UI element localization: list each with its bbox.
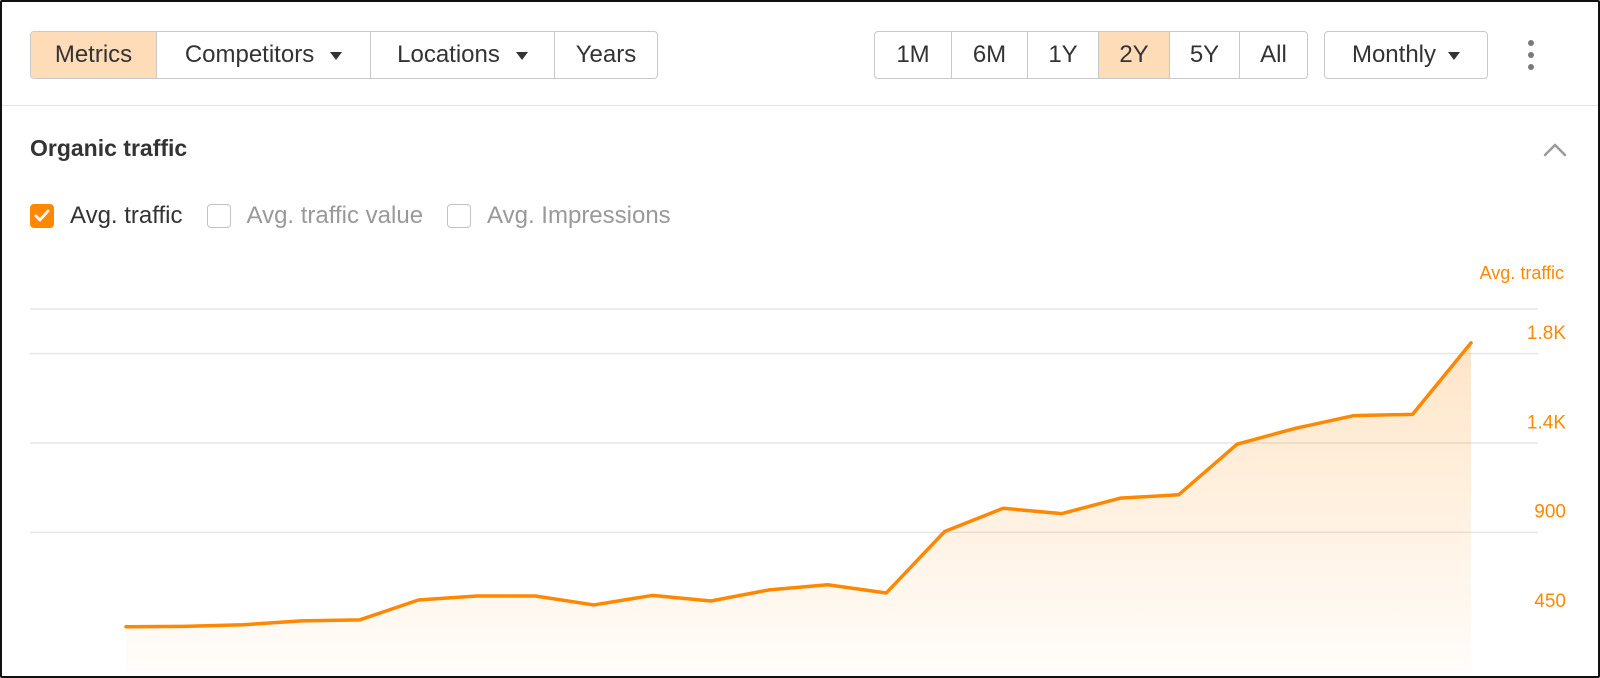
range-label: 1M bbox=[896, 41, 930, 68]
checkbox-box bbox=[447, 204, 472, 228]
toolbar: Metrics Competitors Locations Years 1M 6… bbox=[2, 2, 1598, 106]
interval-label: Monthly bbox=[1351, 41, 1437, 68]
range-2y-button[interactable]: 2Y bbox=[1099, 32, 1170, 78]
range-label: 2Y bbox=[1119, 41, 1149, 68]
data-point[interactable] bbox=[1173, 489, 1185, 501]
data-point[interactable] bbox=[939, 526, 951, 538]
range-6m-button[interactable]: 6M bbox=[952, 32, 1028, 78]
data-point[interactable] bbox=[1290, 422, 1302, 434]
caret-down-icon bbox=[1448, 52, 1461, 60]
data-point[interactable] bbox=[1056, 508, 1068, 520]
data-point[interactable] bbox=[880, 587, 892, 599]
chevron-up-icon[interactable] bbox=[1542, 140, 1568, 160]
data-point[interactable] bbox=[588, 599, 600, 611]
locations-label: Locations bbox=[397, 41, 500, 68]
interval-dropdown[interactable]: Monthly bbox=[1325, 32, 1487, 78]
range-5y-button[interactable]: 5Y bbox=[1170, 32, 1240, 78]
range-label: All bbox=[1260, 41, 1287, 68]
tab-metrics-label: Metrics bbox=[54, 41, 133, 68]
traffic-series-line bbox=[124, 341, 1473, 629]
range-all-button[interactable]: All bbox=[1240, 32, 1307, 78]
data-point[interactable] bbox=[763, 584, 775, 596]
caret-down-icon bbox=[515, 52, 528, 60]
checkbox-box bbox=[206, 204, 231, 228]
competitors-dropdown[interactable]: Competitors bbox=[157, 32, 371, 78]
kebab-menu-icon[interactable] bbox=[1521, 40, 1541, 70]
data-point[interactable] bbox=[1407, 408, 1419, 420]
avg-traffic-value-label: Avg. traffic value bbox=[246, 202, 424, 229]
avg-impressions-label: Avg. Impressions bbox=[487, 202, 671, 229]
data-point[interactable] bbox=[412, 594, 424, 606]
tab-metrics[interactable]: Metrics bbox=[31, 32, 157, 78]
avg-impressions-checkbox[interactable]: Avg. Impressions bbox=[447, 202, 671, 230]
traffic-area-fill bbox=[126, 342, 1471, 671]
section-title: Organic traffic bbox=[30, 135, 188, 161]
data-point[interactable] bbox=[1465, 337, 1477, 349]
view-tabs: Metrics Competitors Locations Years bbox=[30, 31, 658, 79]
range-label: 5Y bbox=[1189, 41, 1220, 68]
interval-select: Monthly bbox=[1324, 31, 1488, 79]
data-point[interactable] bbox=[1114, 492, 1126, 504]
data-point[interactable] bbox=[1231, 438, 1243, 450]
data-point[interactable] bbox=[237, 619, 249, 631]
data-point[interactable] bbox=[1348, 410, 1360, 422]
y-tick-label: 900 bbox=[1534, 502, 1566, 523]
avg-traffic-value-checkbox[interactable]: Avg. traffic value bbox=[206, 202, 424, 230]
avg-traffic-checkbox[interactable]: Avg. traffic bbox=[30, 202, 183, 230]
range-1m-button[interactable]: 1M bbox=[875, 32, 952, 78]
y-tick-label: 1.4K bbox=[1527, 412, 1566, 433]
data-point[interactable] bbox=[120, 621, 132, 633]
range-label: 1Y bbox=[1048, 41, 1078, 68]
data-point[interactable] bbox=[705, 595, 717, 607]
locations-dropdown[interactable]: Locations bbox=[371, 32, 555, 78]
data-point[interactable] bbox=[295, 615, 307, 627]
checkmark-icon bbox=[34, 209, 50, 222]
tab-years[interactable]: Years bbox=[555, 32, 657, 78]
avg-traffic-label: Avg. traffic bbox=[70, 202, 183, 229]
data-point[interactable] bbox=[646, 589, 658, 601]
caret-down-icon bbox=[330, 52, 343, 60]
tab-years-label: Years bbox=[575, 41, 637, 68]
metric-toggles: Avg. traffic Avg. traffic value Avg. Imp… bbox=[30, 200, 695, 232]
data-point[interactable] bbox=[471, 590, 483, 602]
range-selector: 1M 6M 1Y 2Y 5Y All bbox=[874, 31, 1308, 79]
y-tick-label: 450 bbox=[1534, 591, 1566, 612]
data-point[interactable] bbox=[178, 620, 190, 632]
y-tick-label: 1.8K bbox=[1527, 323, 1566, 344]
range-label: 6M bbox=[972, 41, 1007, 68]
range-1y-button[interactable]: 1Y bbox=[1028, 32, 1099, 78]
checkbox-box bbox=[30, 204, 54, 228]
data-point[interactable] bbox=[822, 579, 834, 591]
data-point[interactable] bbox=[997, 502, 1009, 514]
data-point[interactable] bbox=[354, 614, 366, 626]
competitors-label: Competitors bbox=[184, 41, 315, 68]
y-axis-title: Avg. traffic bbox=[1479, 263, 1564, 283]
data-point[interactable] bbox=[529, 590, 541, 602]
